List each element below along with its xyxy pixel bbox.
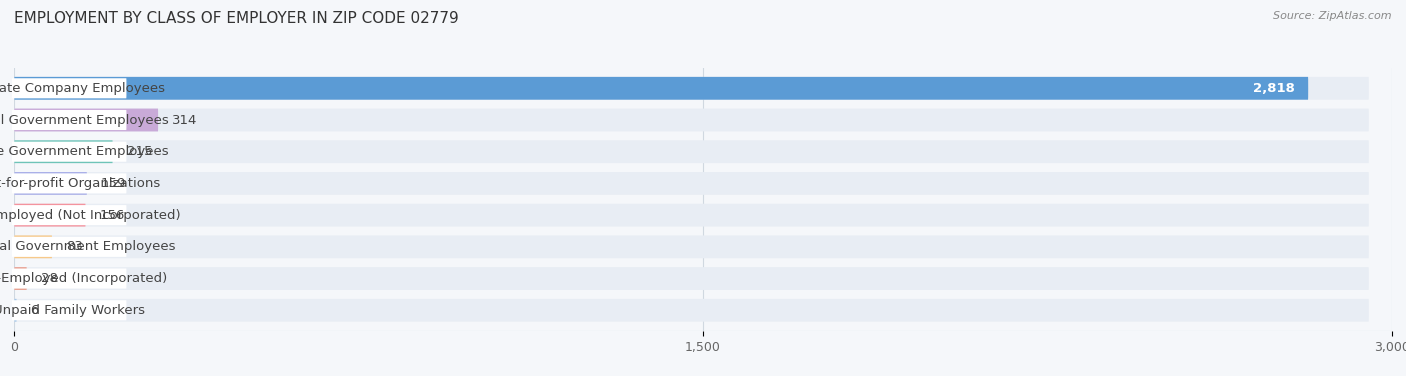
FancyBboxPatch shape	[14, 299, 1369, 322]
Text: Source: ZipAtlas.com: Source: ZipAtlas.com	[1274, 11, 1392, 21]
Text: 314: 314	[172, 114, 197, 126]
FancyBboxPatch shape	[14, 172, 87, 195]
Text: 2,818: 2,818	[1253, 82, 1295, 95]
Text: 83: 83	[66, 240, 83, 253]
Text: Self-Employed (Not Incorporated): Self-Employed (Not Incorporated)	[0, 209, 180, 221]
FancyBboxPatch shape	[11, 205, 127, 225]
FancyBboxPatch shape	[11, 173, 127, 194]
FancyBboxPatch shape	[14, 109, 1369, 132]
FancyBboxPatch shape	[11, 300, 127, 320]
FancyBboxPatch shape	[14, 299, 17, 322]
Text: Private Company Employees: Private Company Employees	[0, 82, 165, 95]
FancyBboxPatch shape	[14, 204, 1369, 227]
Text: Unpaid Family Workers: Unpaid Family Workers	[0, 304, 145, 317]
Text: 28: 28	[41, 272, 58, 285]
Text: State Government Employees: State Government Employees	[0, 145, 169, 158]
FancyBboxPatch shape	[14, 267, 27, 290]
Text: EMPLOYMENT BY CLASS OF EMPLOYER IN ZIP CODE 02779: EMPLOYMENT BY CLASS OF EMPLOYER IN ZIP C…	[14, 11, 458, 26]
Text: 6: 6	[31, 304, 39, 317]
Text: Not-for-profit Organizations: Not-for-profit Organizations	[0, 177, 160, 190]
FancyBboxPatch shape	[11, 110, 127, 130]
FancyBboxPatch shape	[14, 267, 1369, 290]
FancyBboxPatch shape	[14, 235, 1369, 258]
Text: 215: 215	[127, 145, 152, 158]
Text: 156: 156	[100, 209, 125, 221]
FancyBboxPatch shape	[11, 237, 127, 257]
FancyBboxPatch shape	[14, 172, 1369, 195]
Text: Self-Employed (Incorporated): Self-Employed (Incorporated)	[0, 272, 167, 285]
Text: Federal Government Employees: Federal Government Employees	[0, 240, 176, 253]
FancyBboxPatch shape	[14, 109, 157, 132]
FancyBboxPatch shape	[14, 204, 86, 227]
FancyBboxPatch shape	[14, 140, 1369, 163]
FancyBboxPatch shape	[14, 77, 1369, 100]
FancyBboxPatch shape	[11, 268, 127, 289]
Text: Local Government Employees: Local Government Employees	[0, 114, 169, 126]
FancyBboxPatch shape	[14, 140, 112, 163]
FancyBboxPatch shape	[14, 235, 52, 258]
FancyBboxPatch shape	[11, 78, 127, 99]
FancyBboxPatch shape	[11, 142, 127, 162]
Text: 159: 159	[101, 177, 127, 190]
FancyBboxPatch shape	[14, 77, 1308, 100]
